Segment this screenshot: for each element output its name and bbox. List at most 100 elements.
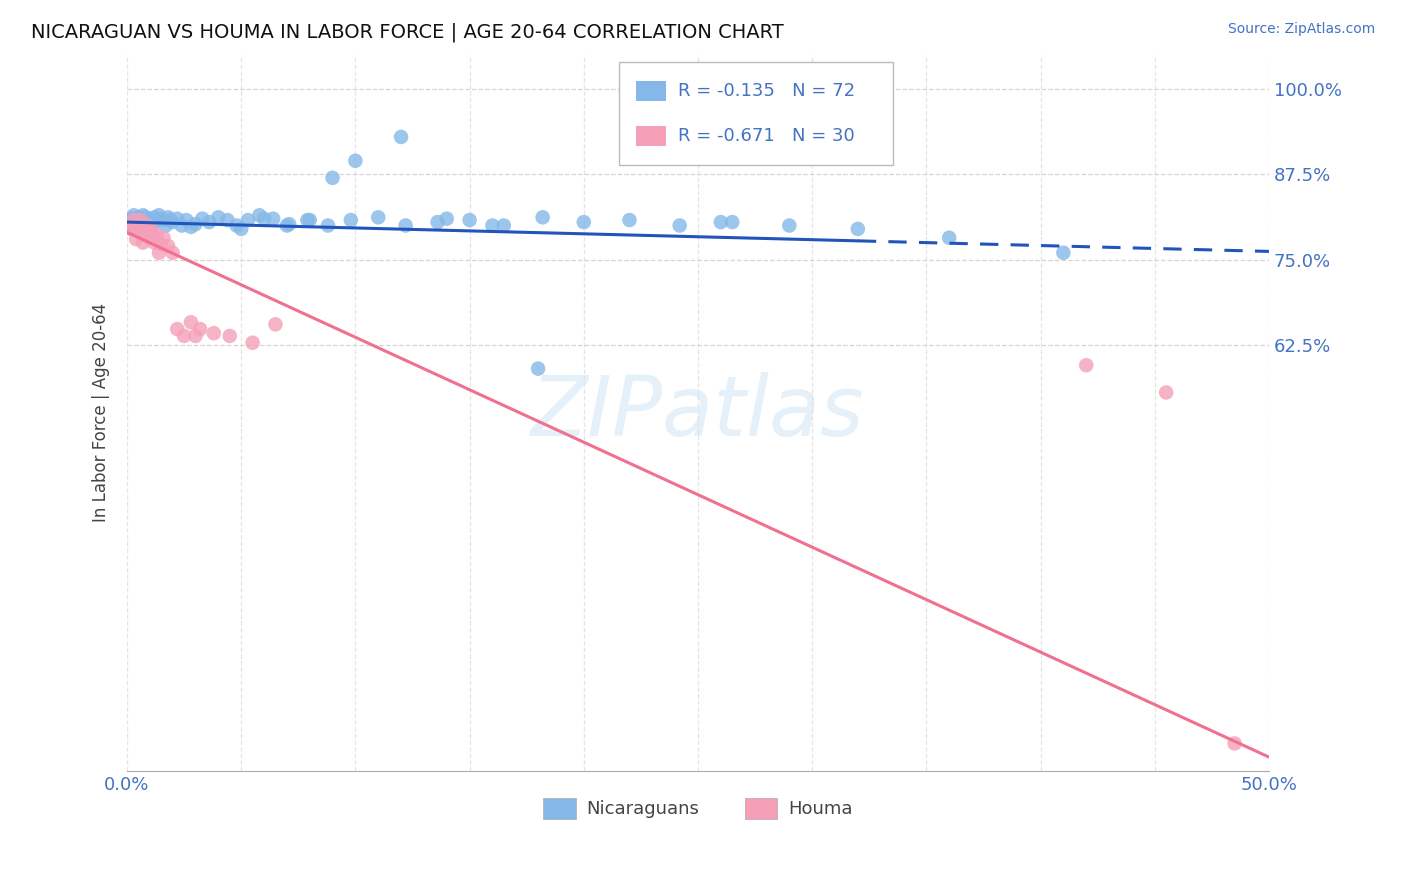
Point: [389, 129, 412, 144]
Point: [141, 224, 163, 238]
Point: [139, 211, 162, 226]
Point: [134, 211, 156, 225]
Point: [264, 318, 287, 332]
Point: [572, 215, 595, 229]
Text: ZIPatlas: ZIPatlas: [531, 373, 865, 453]
Point: [668, 219, 690, 233]
Point: [136, 215, 159, 229]
Point: [139, 219, 162, 233]
Point: [150, 237, 173, 252]
Point: [176, 213, 198, 227]
Point: [141, 213, 163, 227]
Point: [129, 219, 152, 234]
Point: [218, 329, 240, 343]
Point: [344, 153, 367, 168]
Point: [242, 335, 264, 350]
Point: [938, 231, 960, 245]
Point: [492, 219, 515, 233]
Point: [721, 215, 744, 229]
Point: [129, 213, 152, 227]
Point: [157, 211, 180, 225]
Point: [458, 213, 481, 227]
Point: [236, 213, 259, 227]
Point: [1052, 245, 1074, 260]
Point: [297, 213, 319, 227]
Point: [180, 315, 202, 329]
Point: [202, 326, 225, 341]
Point: [148, 245, 170, 260]
Point: [180, 219, 202, 234]
Point: [394, 219, 416, 233]
Point: [619, 213, 641, 227]
Point: [322, 170, 344, 185]
Point: [225, 219, 247, 233]
Point: [134, 225, 156, 239]
Point: [253, 211, 276, 226]
Point: [436, 211, 458, 226]
Point: [118, 219, 141, 233]
Point: [159, 213, 181, 227]
Text: R = -0.671   N = 30: R = -0.671 N = 30: [678, 128, 855, 145]
Point: [145, 213, 167, 227]
Legend: Nicaraguans, Houma: Nicaraguans, Houma: [536, 791, 860, 826]
Text: Source: ZipAtlas.com: Source: ZipAtlas.com: [1227, 22, 1375, 37]
Point: [188, 322, 211, 336]
Point: [125, 222, 148, 236]
Point: [152, 213, 174, 227]
Point: [276, 219, 298, 233]
Point: [1223, 736, 1246, 750]
Text: NICARAGUAN VS HOUMA IN LABOR FORCE | AGE 20-64 CORRELATION CHART: NICARAGUAN VS HOUMA IN LABOR FORCE | AGE…: [31, 22, 783, 42]
Point: [143, 211, 166, 225]
Point: [152, 231, 174, 245]
Point: [121, 222, 143, 236]
Point: [143, 235, 166, 250]
Point: [231, 222, 253, 236]
Point: [155, 219, 177, 233]
Point: [846, 222, 869, 236]
Point: [262, 211, 284, 226]
Point: [127, 224, 149, 238]
Point: [118, 219, 141, 233]
Point: [136, 222, 159, 236]
Point: [121, 211, 143, 226]
Point: [122, 213, 145, 227]
Point: [139, 231, 162, 245]
Point: [125, 213, 148, 227]
Point: [527, 361, 550, 376]
Point: [217, 213, 239, 227]
Point: [184, 329, 207, 343]
Point: [129, 213, 152, 227]
Point: [162, 245, 184, 260]
Point: [132, 208, 155, 222]
Point: [162, 215, 184, 229]
Point: [173, 329, 195, 343]
Point: [132, 215, 155, 229]
Point: [141, 219, 163, 234]
Point: [184, 217, 207, 231]
Y-axis label: In Labor Force | Age 20-64: In Labor Force | Age 20-64: [93, 303, 110, 523]
Point: [778, 219, 800, 233]
Point: [136, 219, 159, 233]
Point: [134, 219, 156, 233]
Point: [367, 211, 389, 225]
Point: [531, 211, 554, 225]
Point: [170, 219, 193, 233]
Point: [298, 213, 321, 227]
Point: [166, 322, 188, 336]
Point: [207, 211, 229, 225]
Point: [148, 208, 170, 222]
Point: [127, 217, 149, 231]
Point: [1154, 385, 1177, 400]
Point: [150, 211, 173, 226]
Point: [249, 208, 271, 222]
Point: [710, 215, 733, 229]
Point: [166, 211, 188, 226]
Point: [191, 211, 214, 226]
Point: [122, 208, 145, 222]
Point: [122, 219, 145, 233]
Point: [316, 219, 339, 233]
Point: [481, 219, 503, 233]
Point: [132, 235, 155, 250]
Point: [198, 215, 221, 229]
Point: [157, 239, 180, 253]
